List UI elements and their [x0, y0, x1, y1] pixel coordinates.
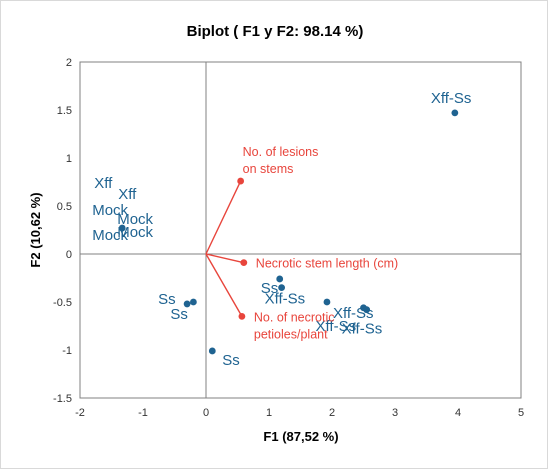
variable-labels: No. of lesions on stems Necrotic stem leng… — [243, 145, 399, 341]
observation-label: Ss — [158, 291, 176, 308]
y-tick-label: -1.5 — [53, 393, 72, 405]
y-tick-label: -1 — [62, 345, 72, 357]
observation-point — [118, 224, 126, 232]
y-axis-title: F2 (10,62 %) — [28, 192, 43, 267]
y-tick-label: 2 — [66, 57, 72, 69]
observation-point — [276, 275, 284, 283]
observation-label: Xff-Ss — [333, 305, 374, 322]
observation-label: Mock — [92, 202, 128, 219]
variable-vectors — [205, 177, 248, 320]
observation-label: Mock — [117, 211, 153, 228]
observation-point — [451, 109, 459, 117]
observation-label: Xff-Ss — [431, 90, 472, 107]
observation-point — [323, 298, 331, 306]
observation-label: Mock — [117, 224, 153, 241]
observation-label: Xff-Ss — [316, 318, 357, 335]
x-axis-title: F1 (87,52 %) — [263, 429, 338, 444]
x-tick-label: 3 — [392, 407, 398, 419]
observation-label: Ss — [261, 280, 279, 297]
y-tick-label: 0.5 — [57, 201, 72, 213]
plot-area — [79, 61, 522, 399]
observation-label: Mock — [92, 227, 128, 244]
y-tick-label: 0 — [66, 249, 72, 261]
variable-label: on stems — [243, 162, 294, 176]
variable-label: No. of lesions — [243, 145, 319, 159]
variable-point — [238, 313, 246, 320]
variable-vector — [205, 253, 243, 317]
observation-label: Xff-Ss — [265, 291, 306, 308]
y-ticks: 2 1.5 1 0.5 0 -0.5 -1 -1.5 — [53, 57, 72, 405]
variable-label: Necrotic stem length (cm) — [256, 257, 398, 271]
variable-label: petioles/plant — [254, 327, 328, 341]
observation-label: Ss — [222, 352, 240, 369]
observation-point — [183, 300, 191, 308]
observation-point — [363, 306, 371, 314]
observation-labels: Xff-SsXffXffMockMockMockMockSsSsSsSsXff-… — [92, 90, 471, 369]
variable-vector — [205, 180, 242, 255]
observation-points — [118, 109, 459, 355]
x-tick-label: 2 — [329, 407, 335, 419]
variable-point — [237, 177, 245, 185]
variable-point — [240, 259, 248, 267]
observation-label: Xff — [94, 175, 113, 192]
y-tick-label: -0.5 — [53, 297, 72, 309]
observation-point — [208, 347, 216, 355]
x-tick-label: 5 — [518, 407, 524, 419]
x-tick-label: 0 — [203, 407, 209, 419]
y-tick-label: 1 — [66, 153, 72, 165]
observation-point — [190, 298, 197, 306]
x-tick-label: 4 — [455, 407, 461, 419]
x-tick-label: -1 — [138, 407, 148, 419]
x-tick-label: 1 — [266, 407, 272, 419]
observation-label: Xff — [118, 186, 137, 203]
variable-label: No. of necrotic — [254, 310, 335, 324]
x-ticks: -2 -1 0 1 2 3 4 5 — [75, 407, 524, 419]
x-tick-label: -2 — [75, 407, 85, 419]
observation-point — [278, 284, 285, 291]
y-tick-label: 1.5 — [57, 105, 72, 117]
observation-label: Xff-Ss — [342, 321, 383, 338]
chart-title: Biplot ( F1 y F2: 98.14 %) — [187, 23, 364, 40]
variable-vector — [205, 253, 244, 264]
observation-label: Ss — [170, 306, 188, 323]
